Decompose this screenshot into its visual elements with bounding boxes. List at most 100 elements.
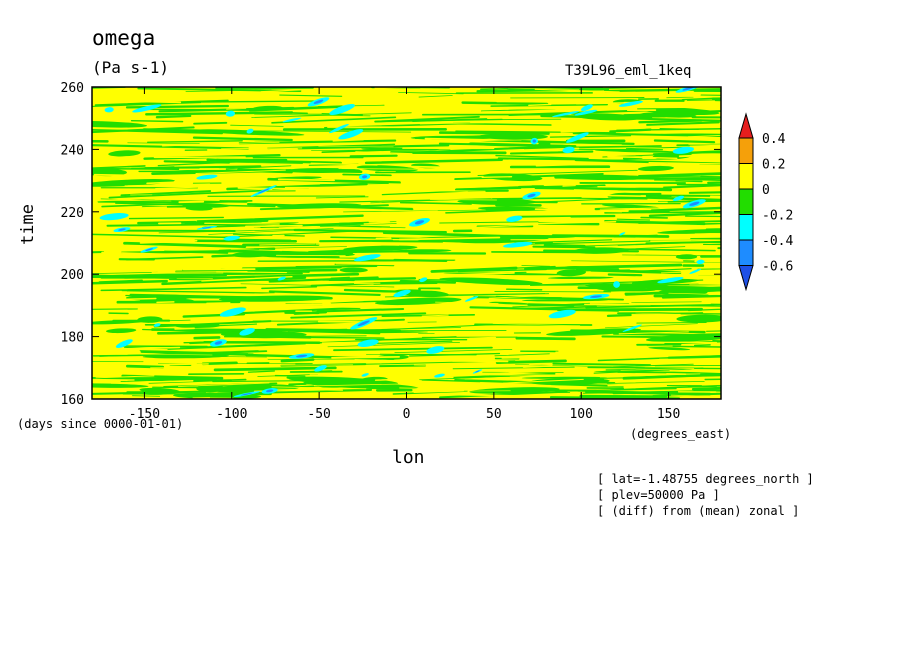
patch-blue — [240, 392, 253, 396]
streak-green — [631, 301, 702, 303]
x-tick-label: 100 — [569, 407, 592, 422]
patch-cyan — [328, 124, 349, 134]
streak-yellow — [347, 97, 396, 102]
streak-yellow — [573, 189, 628, 192]
streak-green — [526, 240, 651, 245]
streak-green — [616, 218, 651, 221]
run-label: T39L96_eml_1keq — [565, 63, 692, 79]
streak-yellow — [603, 152, 623, 155]
x-axis-units: (degrees_east) — [630, 427, 732, 441]
streak-green — [163, 160, 231, 164]
streak-green — [495, 359, 567, 364]
streak-green — [710, 303, 721, 306]
streak-green — [613, 234, 658, 238]
streak-green — [92, 233, 234, 239]
streak-yellow — [113, 306, 166, 309]
patch-blue — [145, 248, 154, 251]
streak-green — [101, 200, 253, 208]
streak-green — [439, 390, 568, 399]
streak-yellow — [481, 176, 513, 178]
streak-green — [145, 111, 294, 116]
streak-green — [213, 366, 337, 372]
chart-title: omega — [92, 26, 156, 50]
streak-yellow — [480, 180, 564, 186]
streak-green — [494, 290, 612, 293]
patch-green — [277, 203, 362, 209]
streak-green — [516, 214, 616, 219]
streak-yellow — [413, 364, 442, 366]
streak-green — [654, 364, 721, 367]
patch-green — [553, 174, 651, 181]
streak-green — [316, 307, 405, 313]
patch-green — [339, 267, 368, 273]
streak-yellow — [355, 151, 413, 155]
streak-yellow — [311, 300, 364, 304]
patch-green — [356, 165, 418, 172]
streak-green — [327, 342, 460, 348]
streak-green — [339, 198, 492, 203]
streak-yellow — [161, 143, 210, 147]
patch-cyan — [329, 104, 355, 115]
streak-yellow — [398, 236, 501, 241]
streak-yellow — [332, 139, 364, 142]
streak-green — [379, 364, 427, 368]
streak-yellow — [688, 144, 721, 146]
colorbar-label: -0.2 — [762, 209, 793, 224]
patch-green — [594, 149, 682, 153]
streak-yellow — [259, 249, 309, 252]
streak-green — [612, 363, 694, 368]
patch-green — [283, 167, 361, 174]
streak-green — [509, 150, 594, 155]
colorbar-label: 0.4 — [762, 132, 786, 147]
streak-yellow — [196, 213, 260, 218]
patch-cyan — [613, 281, 620, 288]
streak-green — [399, 201, 472, 205]
streak-yellow — [630, 103, 671, 106]
streak-green — [650, 206, 721, 212]
streak-yellow — [607, 155, 678, 160]
streak-green — [333, 346, 493, 352]
streak-yellow — [206, 302, 231, 304]
streak-yellow — [608, 180, 676, 182]
streak-yellow — [215, 212, 252, 215]
streak-green — [167, 342, 307, 350]
streak-yellow — [170, 94, 246, 96]
streak-green — [92, 129, 223, 135]
patch-cyan — [132, 104, 162, 113]
streak-green — [374, 115, 480, 123]
colorbar-segment — [738, 188, 754, 215]
streak-yellow — [535, 162, 612, 167]
patch-green — [556, 269, 586, 277]
streak-green — [159, 319, 191, 322]
patch-green — [479, 133, 548, 140]
patch-cyan — [506, 215, 523, 222]
streak-yellow — [668, 292, 721, 295]
patch-blue — [257, 188, 270, 194]
x-tick-label: -100 — [216, 407, 247, 422]
streak-green — [288, 382, 307, 386]
streak-green — [636, 322, 707, 324]
streak-yellow — [178, 260, 233, 263]
streak-yellow — [575, 102, 629, 105]
streak-yellow — [620, 368, 695, 371]
streak-green — [100, 286, 247, 292]
streak-yellow — [111, 361, 197, 364]
streak-green — [343, 209, 501, 213]
streak-yellow — [155, 185, 246, 190]
patch-green — [528, 378, 610, 386]
streak-green — [99, 350, 259, 357]
streak-green — [543, 243, 586, 248]
patch-cyan — [696, 259, 705, 265]
streak-green — [196, 214, 364, 223]
streak-yellow — [670, 394, 721, 398]
y-tick-label: 220 — [61, 206, 84, 221]
streak-yellow — [101, 251, 195, 256]
streak-yellow — [277, 178, 335, 182]
streak-green — [691, 116, 721, 119]
streak-yellow — [451, 360, 509, 363]
streak-yellow — [195, 163, 241, 166]
patch-cyan — [239, 328, 255, 336]
patch-cyan — [672, 195, 685, 202]
patch-green — [449, 234, 549, 244]
streak-green — [278, 111, 363, 116]
